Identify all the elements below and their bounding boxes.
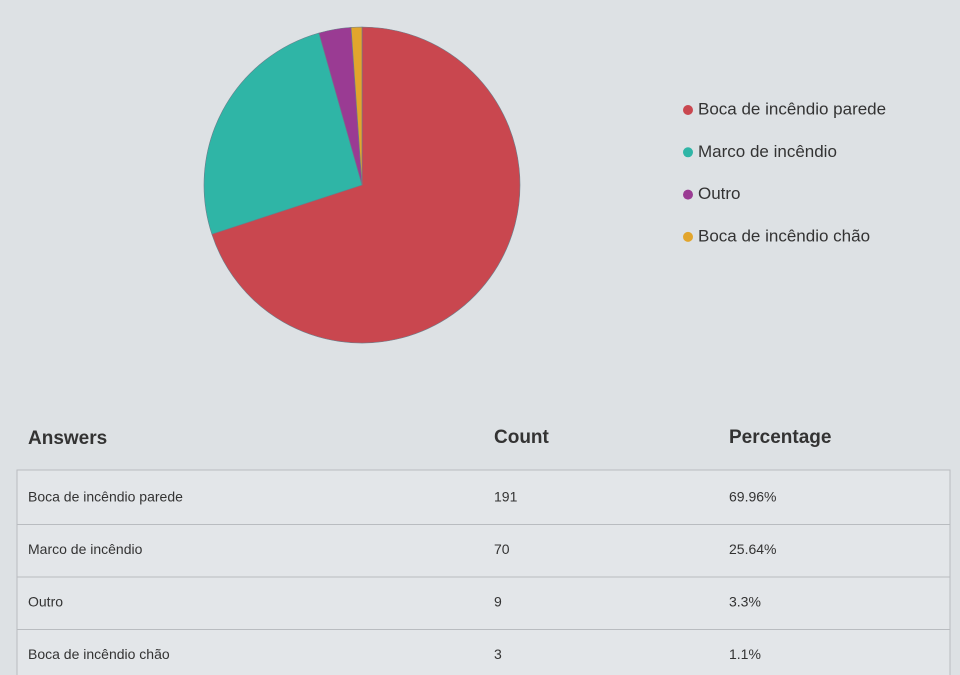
percentage-cell: 25.64%	[729, 541, 776, 557]
legend-marker	[683, 189, 693, 200]
legend-label: Boca de incêndio parede	[698, 99, 886, 118]
legend-marker	[683, 147, 693, 158]
table-header: Count	[494, 427, 550, 448]
legend-label: Outro	[698, 184, 741, 203]
count-cell: 9	[494, 594, 502, 610]
pie-slice	[203, 32, 363, 235]
pie-slice	[211, 26, 521, 344]
count-cell: 191	[494, 489, 518, 505]
count-cell: 70	[494, 541, 510, 557]
answer-cell: Boca de incêndio parede	[28, 489, 183, 505]
percentage-cell: 69.96%	[729, 489, 776, 505]
answer-cell: Marco de incêndio	[28, 541, 143, 557]
table-header: Answers	[28, 428, 107, 449]
pie	[203, 26, 521, 344]
answer-cell: Outro	[28, 594, 63, 610]
pie-slice	[350, 26, 363, 186]
count-cell: 3	[494, 646, 502, 662]
legend-marker	[683, 105, 693, 115]
legend-label: Marco de incêndio	[698, 142, 837, 161]
table-box	[16, 469, 951, 675]
percentage-cell: 3.3%	[729, 594, 761, 610]
legend: Boca de incêndio parede Marco de incêndio…	[683, 99, 886, 245]
legend-marker	[683, 231, 693, 242]
answer-cell: Boca de incêndio chão	[28, 646, 170, 662]
table-header: Percentage	[729, 427, 831, 448]
legend-label: Boca de incêndio chão	[698, 226, 870, 245]
table-body: Boca de incêndio parede 191 69.96% Marco de…	[17, 489, 950, 662]
percentage-cell: 1.1%	[729, 646, 761, 662]
